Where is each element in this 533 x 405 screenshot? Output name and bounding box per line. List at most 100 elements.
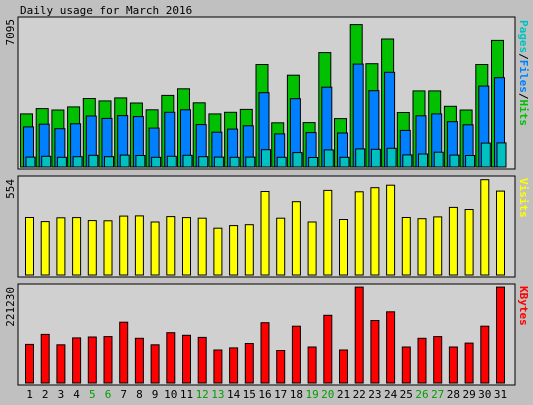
bar-pages-day-26 (418, 153, 428, 168)
bar-kbytes-day-15 (244, 343, 254, 384)
bar-visits-day-12 (197, 217, 207, 276)
bar-visits-day-2 (40, 221, 50, 276)
bar-kbytes-day-29 (464, 342, 474, 384)
bar-kbytes-day-19 (307, 346, 317, 384)
bar-kbytes-day-27 (433, 336, 443, 384)
day-label-13: 13 (211, 388, 224, 401)
bar-visits-day-18 (291, 201, 301, 276)
bar-visits-day-22 (354, 191, 364, 276)
bar-kbytes-day-10 (166, 332, 176, 384)
bar-visits-day-23 (370, 187, 380, 276)
day-label-30: 30 (478, 388, 491, 401)
day-label-31: 31 (494, 388, 507, 401)
bar-pages-day-16 (261, 149, 271, 168)
bar-kbytes-day-1 (25, 343, 34, 384)
bar-kbytes-day-2 (40, 333, 50, 384)
kbytes-bars (25, 286, 505, 384)
bar-visits-day-9 (150, 221, 160, 276)
bar-kbytes-day-23 (370, 320, 380, 384)
bar-visits-day-15 (244, 224, 254, 276)
bar-pages-day-11 (182, 154, 193, 168)
day-label-17: 17 (274, 388, 287, 401)
day-label-29: 29 (462, 388, 475, 401)
legend-part: / (517, 93, 530, 100)
bar-pages-day-6 (104, 156, 114, 168)
bar-kbytes-day-3 (56, 344, 66, 384)
bar-visits-day-7 (119, 215, 129, 276)
legend-part: Hits (517, 100, 530, 127)
bar-pages-day-24 (386, 147, 397, 168)
day-label-22: 22 (353, 388, 366, 401)
legend-part: KBytes (517, 286, 530, 326)
bar-visits-day-17 (276, 217, 286, 276)
chart-title: Daily usage for March 2016 (20, 4, 192, 17)
visits-bars (25, 179, 505, 276)
bar-visits-day-6 (103, 220, 113, 276)
bar-pages-day-31 (496, 142, 507, 168)
bar-visits-day-31 (496, 190, 505, 276)
day-label-16: 16 (258, 388, 271, 401)
day-labels: 1 2 3 4 5 6 7 8 9 10 11 12 13 14 15 16 17 18 19 20 21 22 23 24 2… (26, 388, 507, 401)
bar-visits-day-3 (56, 217, 66, 276)
visits-legend: Visits (517, 178, 530, 218)
bar-kbytes-day-13 (213, 349, 223, 384)
bar-pages-day-22 (355, 148, 366, 168)
visits-max-label: 554 (4, 179, 17, 199)
bar-visits-day-8 (134, 215, 144, 276)
bar-visits-day-19 (307, 221, 317, 276)
day-label-9: 9 (152, 388, 159, 401)
bar-visits-day-5 (87, 220, 97, 276)
bar-pages-day-4 (72, 156, 83, 168)
bar-visits-day-21 (339, 219, 348, 276)
bar-pages-day-10 (166, 155, 177, 168)
kbytes-max-label: 221230 (4, 287, 17, 327)
bar-kbytes-day-26 (417, 337, 427, 384)
bar-pages-day-13 (213, 156, 224, 168)
bar-visits-day-1 (25, 217, 34, 276)
bar-kbytes-day-21 (339, 349, 348, 384)
bar-kbytes-day-28 (448, 346, 458, 384)
bar-visits-day-20 (323, 189, 333, 276)
bar-kbytes-day-12 (197, 336, 207, 384)
bar-pages-day-3 (56, 156, 67, 168)
bar-pages-day-25 (402, 154, 413, 168)
bar-visits-day-4 (72, 217, 82, 276)
bar-pages-day-17 (276, 156, 287, 168)
bar-pages-day-12 (198, 156, 209, 168)
bar-pages-day-9 (151, 156, 162, 168)
bar-visits-day-29 (464, 209, 474, 276)
day-label-7: 7 (120, 388, 127, 401)
day-label-1: 1 (26, 388, 33, 401)
usage-bars (20, 24, 507, 168)
bar-kbytes-day-7 (119, 321, 129, 384)
legend-part: / (517, 53, 530, 60)
bar-kbytes-day-9 (150, 344, 160, 384)
bar-visits-day-30 (480, 179, 490, 276)
day-label-4: 4 (73, 388, 80, 401)
bar-visits-day-25 (401, 217, 411, 276)
day-label-19: 19 (305, 388, 318, 401)
day-label-14: 14 (227, 388, 241, 401)
day-label-2: 2 (42, 388, 49, 401)
bar-kbytes-day-17 (276, 350, 286, 384)
day-label-25: 25 (400, 388, 413, 401)
bar-pages-day-27 (433, 151, 444, 168)
day-label-24: 24 (384, 388, 398, 401)
bar-pages-day-7 (119, 154, 130, 168)
legend-part: Visits (517, 178, 530, 218)
bar-kbytes-day-8 (134, 337, 144, 384)
bar-kbytes-day-25 (401, 346, 411, 384)
bar-visits-day-13 (213, 227, 223, 276)
bar-pages-day-8 (135, 155, 146, 168)
bar-pages-day-15 (245, 156, 256, 168)
bar-kbytes-day-11 (182, 334, 191, 384)
bar-pages-day-19 (308, 157, 319, 168)
bar-pages-day-20 (323, 149, 334, 168)
bar-pages-day-29 (465, 155, 476, 168)
bar-pages-day-14 (229, 156, 240, 168)
bar-visits-day-16 (260, 191, 270, 276)
kbytes-legend: KBytes (517, 286, 530, 326)
bar-kbytes-day-14 (229, 347, 239, 384)
day-label-21: 21 (337, 388, 350, 401)
